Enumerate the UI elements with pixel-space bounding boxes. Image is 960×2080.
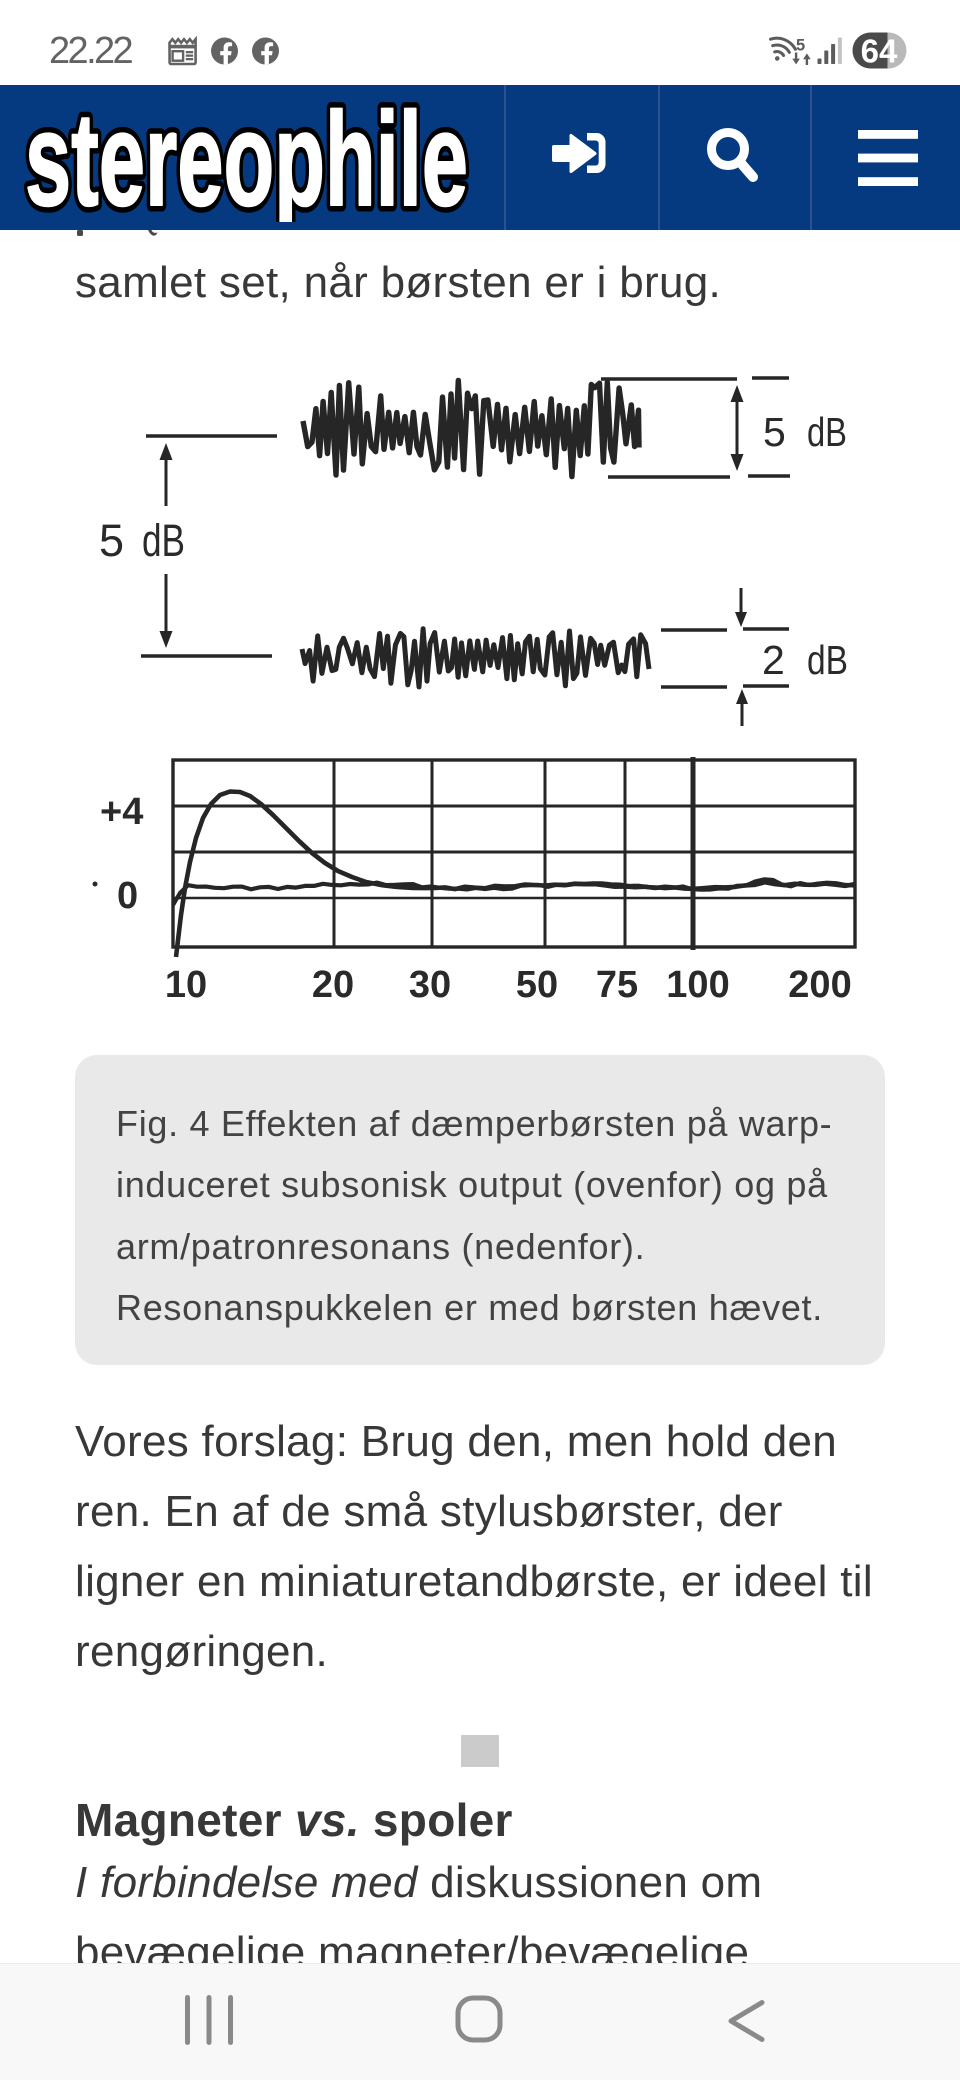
svg-text:5: 5 bbox=[99, 515, 124, 566]
svg-text:0: 0 bbox=[117, 875, 138, 917]
svg-text:100: 100 bbox=[666, 964, 729, 1006]
svg-text:dB: dB bbox=[142, 515, 185, 566]
svg-text:5: 5 bbox=[763, 409, 786, 455]
svg-text:200: 200 bbox=[788, 964, 851, 1006]
svg-text:2: 2 bbox=[762, 637, 785, 683]
svg-text:dB: dB bbox=[807, 637, 848, 683]
svg-text:75: 75 bbox=[596, 964, 638, 1006]
svg-text:30: 30 bbox=[409, 964, 451, 1006]
svg-text:dB: dB bbox=[807, 409, 847, 455]
svg-text:+4: +4 bbox=[100, 791, 143, 833]
svg-text:10: 10 bbox=[165, 964, 207, 1006]
svg-text:stereophile: stereophile bbox=[25, 86, 468, 222]
svg-text:64: 64 bbox=[861, 33, 898, 70]
svg-text:20: 20 bbox=[312, 964, 354, 1006]
svg-text:5: 5 bbox=[796, 37, 805, 55]
svg-text:50: 50 bbox=[516, 964, 558, 1006]
svg-text:stereophile: stereophile bbox=[25, 86, 468, 222]
